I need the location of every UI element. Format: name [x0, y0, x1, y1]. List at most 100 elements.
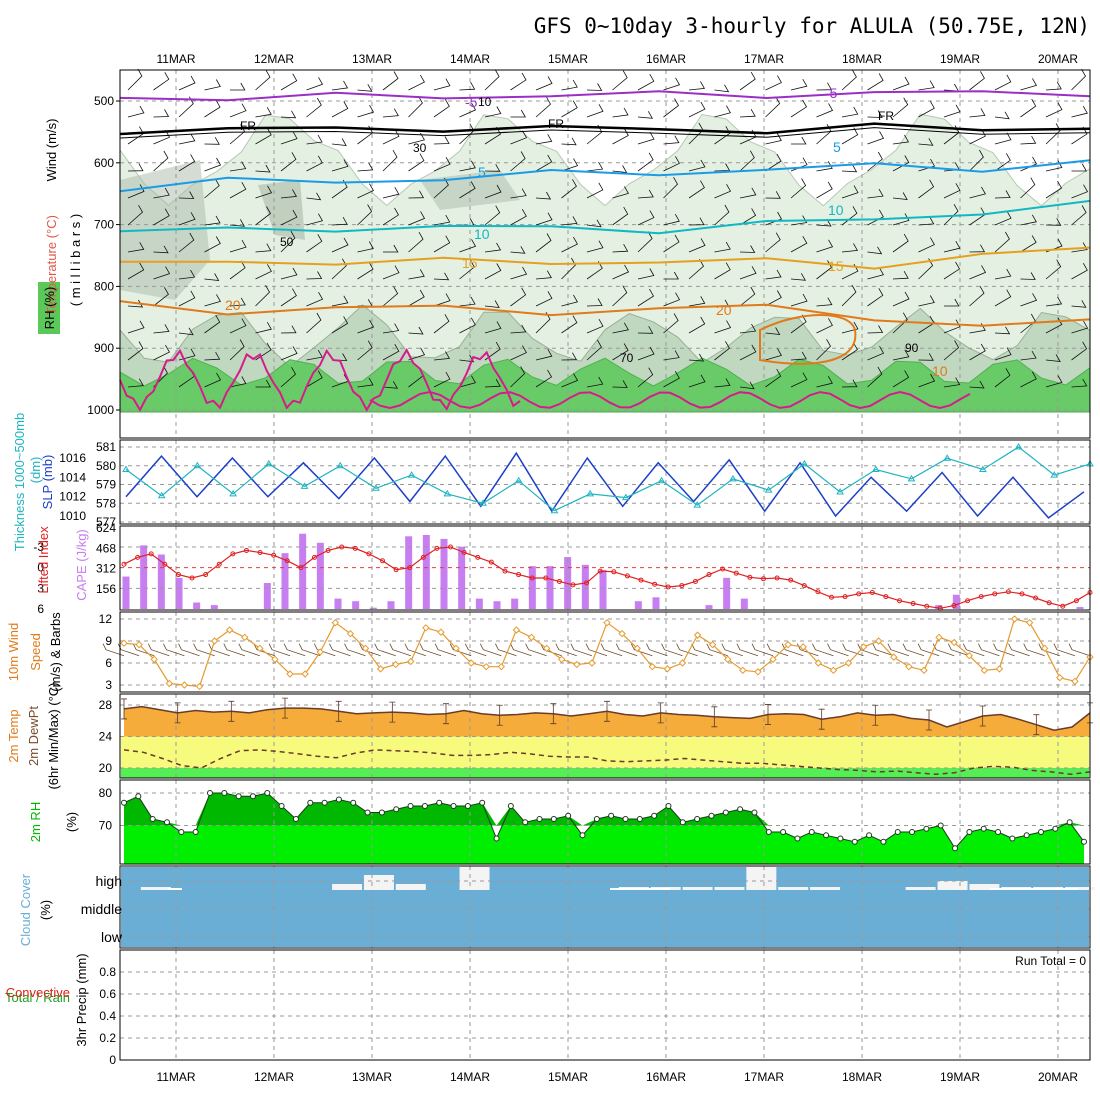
cape-bar	[528, 566, 536, 609]
wind-barb	[816, 218, 832, 227]
wind-speed-point	[180, 681, 189, 689]
wind-barb	[1020, 78, 1037, 91]
wind-barb-10m	[570, 643, 593, 657]
wind-barb	[637, 131, 655, 145]
wind-barb-10m	[298, 643, 321, 657]
thickness-point	[336, 461, 345, 469]
wind-tick-label: 6	[105, 656, 112, 670]
wind-barb	[153, 150, 169, 172]
wind-barb	[229, 376, 247, 388]
cape-bar	[316, 542, 324, 609]
wind-speed-point	[391, 660, 400, 669]
cape-bar	[334, 598, 342, 609]
thickness-point	[586, 489, 595, 497]
cape-bar	[1076, 607, 1084, 609]
pressure-tick-label: 700	[94, 218, 114, 232]
panel-frame-6	[119, 779, 1091, 865]
li-point	[1019, 591, 1025, 597]
li-point	[162, 561, 168, 567]
wind-barb	[1045, 81, 1062, 91]
rh-legend-swatch	[38, 282, 60, 334]
cape-tick-label: 156	[96, 582, 116, 596]
li-point	[597, 568, 603, 574]
wind-barb	[586, 298, 603, 307]
contour-label: FR	[878, 109, 894, 123]
wind-barb	[994, 368, 1011, 388]
wind-barb-10m	[646, 643, 668, 657]
rh-90-contour	[119, 348, 521, 412]
wind-barb	[867, 110, 883, 118]
wind-barb	[918, 179, 935, 199]
wind-speed-point	[150, 655, 158, 664]
thickness-tick-label: 578	[96, 496, 116, 510]
wind-barb	[612, 322, 629, 334]
cape-bar	[511, 598, 519, 609]
wind-barb	[408, 289, 425, 307]
wind-barb	[841, 69, 857, 91]
thickness-point	[229, 489, 237, 497]
wind-barb	[561, 257, 576, 280]
wind-barb	[1020, 371, 1037, 388]
wind-barb	[510, 130, 528, 145]
wind-barb	[535, 212, 553, 226]
text-layer: 11MAR 11MAR 12MAR 12MAR 13MAR 13MAR 14MAR 14MAR…	[5, 52, 1086, 1084]
axis-label-dew2m: 2m DewPt	[26, 706, 41, 766]
wind-barb	[535, 97, 552, 118]
wind-barb	[841, 284, 857, 307]
wind-barb-10m	[872, 643, 894, 657]
li-point	[271, 552, 277, 558]
run-total-annotation: Run Total = 0	[1015, 954, 1086, 968]
wind-barb	[663, 156, 680, 172]
li-point	[910, 600, 916, 606]
wind-barb	[994, 153, 1011, 172]
wind-barb	[790, 99, 808, 118]
wind-barb	[382, 71, 399, 91]
wind-barb	[331, 217, 348, 226]
li-tick-label: 3	[37, 581, 44, 595]
cape-tick-label: 312	[96, 562, 116, 576]
wind-barb	[918, 237, 935, 253]
wind-barb	[918, 158, 936, 172]
wind-barb	[663, 292, 681, 307]
rh2m-point	[909, 829, 916, 835]
wind-speed-point	[769, 655, 777, 664]
wind-barb	[459, 82, 476, 91]
wind-barb	[994, 268, 1012, 280]
wind-barb	[994, 190, 1011, 199]
line-layer	[102, 68, 1094, 852]
wind-barb	[841, 127, 859, 145]
cape-bar	[140, 545, 148, 609]
li-point	[461, 550, 467, 556]
wind-barb	[178, 212, 196, 226]
wind-barb	[127, 105, 145, 118]
precip-tick-label: 0.2	[99, 1031, 116, 1045]
wind-barb	[229, 103, 247, 118]
wind-barb-10m	[766, 643, 789, 657]
wind-barb	[1071, 320, 1089, 334]
wind-barb-10m	[600, 643, 623, 657]
rh2m-point	[765, 829, 772, 835]
wind-barb	[714, 105, 732, 118]
wind-barb	[918, 373, 936, 388]
wind-barb-10m	[419, 643, 442, 657]
wind-barb	[255, 379, 271, 388]
rh2m-point	[292, 816, 299, 822]
wind-barb	[459, 375, 477, 388]
wind-barb	[357, 84, 373, 92]
li-point	[692, 578, 698, 584]
wind-barb	[280, 288, 297, 307]
rh2m-point	[1023, 832, 1030, 839]
cloud-high-bar	[395, 884, 426, 890]
wind-barb	[280, 367, 297, 388]
wind-barb-10m	[344, 643, 366, 657]
temp-minmax-bar	[926, 709, 932, 731]
rh2m-point	[995, 829, 1002, 835]
wind-barb	[714, 163, 731, 172]
wind-barb	[714, 126, 731, 145]
wind-barb	[229, 124, 246, 145]
wind-barb	[867, 73, 884, 91]
wind-speed-point	[346, 629, 355, 638]
li-point	[216, 561, 222, 567]
pressure-tick-label: 1000	[87, 403, 114, 417]
